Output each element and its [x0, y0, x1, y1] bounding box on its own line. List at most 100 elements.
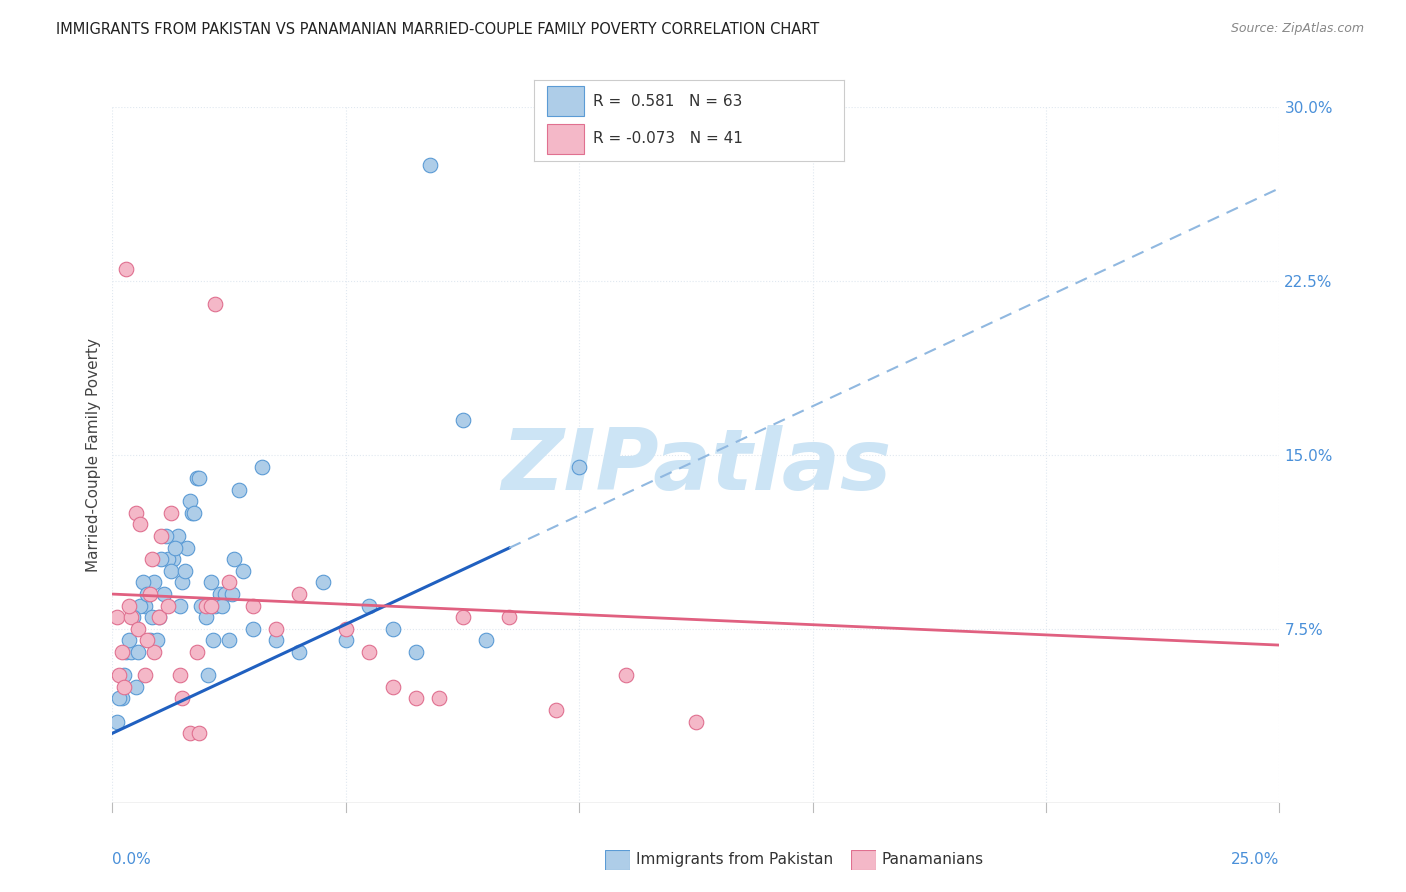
Point: [451, 413, 474, 427]
Point: [194, 599, 217, 613]
Point: [105, 610, 128, 624]
Point: [335, 633, 357, 648]
Point: [498, 610, 520, 624]
Point: [176, 541, 198, 555]
Point: [169, 599, 191, 613]
Point: [120, 645, 142, 659]
Point: [187, 726, 209, 740]
Point: [125, 506, 148, 520]
Point: [180, 506, 202, 520]
Point: [451, 610, 474, 624]
Point: [183, 506, 205, 520]
Point: [153, 587, 176, 601]
Point: [111, 645, 134, 659]
Point: [134, 599, 156, 613]
Point: [127, 622, 149, 636]
Text: R =  0.581   N = 63: R = 0.581 N = 63: [593, 94, 742, 109]
Point: [143, 645, 166, 659]
Point: [197, 668, 219, 682]
Point: [122, 610, 145, 624]
Point: [172, 691, 194, 706]
Point: [359, 645, 381, 659]
Point: [157, 599, 180, 613]
Point: [115, 645, 138, 659]
Text: Source: ZipAtlas.com: Source: ZipAtlas.com: [1230, 22, 1364, 36]
Point: [685, 714, 707, 729]
Point: [228, 483, 250, 497]
Point: [242, 622, 264, 636]
Point: [150, 552, 173, 566]
Text: IMMIGRANTS FROM PAKISTAN VS PANAMANIAN MARRIED-COUPLE FAMILY POVERTY CORRELATION: IMMIGRANTS FROM PAKISTAN VS PANAMANIAN M…: [56, 22, 820, 37]
Point: [568, 459, 591, 474]
Point: [214, 587, 236, 601]
Point: [157, 552, 180, 566]
Point: [208, 587, 231, 601]
Point: [160, 564, 183, 578]
Text: R = -0.073   N = 41: R = -0.073 N = 41: [593, 131, 742, 146]
Point: [172, 575, 194, 590]
Y-axis label: Married-Couple Family Poverty: Married-Couple Family Poverty: [86, 338, 101, 572]
Text: 25.0%: 25.0%: [1232, 852, 1279, 867]
Point: [125, 680, 148, 694]
Text: Immigrants from Pakistan: Immigrants from Pakistan: [636, 853, 832, 867]
Point: [475, 633, 498, 648]
Point: [288, 587, 311, 601]
Point: [405, 645, 427, 659]
Point: [186, 471, 208, 485]
Point: [139, 587, 162, 601]
Point: [614, 668, 637, 682]
Point: [108, 691, 131, 706]
Point: [201, 633, 224, 648]
Point: [200, 575, 222, 590]
Point: [405, 691, 427, 706]
Point: [190, 599, 212, 613]
Point: [129, 517, 152, 532]
Point: [311, 575, 333, 590]
Point: [427, 691, 450, 706]
Text: Panamanians: Panamanians: [882, 853, 984, 867]
Point: [141, 610, 163, 624]
Point: [136, 633, 159, 648]
Point: [105, 714, 128, 729]
Point: [136, 587, 159, 601]
Point: [221, 587, 243, 601]
Point: [118, 599, 141, 613]
Point: [160, 506, 183, 520]
Point: [146, 633, 169, 648]
Point: [250, 459, 273, 474]
Point: [211, 599, 233, 613]
Point: [118, 633, 141, 648]
Point: [381, 622, 404, 636]
Point: [419, 158, 441, 172]
Point: [148, 610, 170, 624]
Point: [108, 668, 131, 682]
Point: [120, 610, 142, 624]
Point: [141, 552, 163, 566]
Text: ZIPatlas: ZIPatlas: [501, 425, 891, 508]
Point: [288, 645, 311, 659]
Point: [218, 575, 240, 590]
Point: [155, 529, 177, 543]
Point: [115, 262, 138, 277]
Point: [204, 599, 226, 613]
Point: [264, 622, 287, 636]
Point: [143, 575, 166, 590]
Point: [186, 645, 208, 659]
Point: [381, 680, 404, 694]
Point: [112, 680, 135, 694]
Point: [148, 610, 170, 624]
Point: [335, 622, 357, 636]
Point: [139, 633, 162, 648]
Point: [169, 668, 191, 682]
Point: [242, 599, 264, 613]
Point: [150, 529, 173, 543]
Point: [173, 564, 195, 578]
Point: [187, 471, 209, 485]
Point: [222, 552, 245, 566]
Point: [127, 645, 149, 659]
Point: [194, 610, 217, 624]
Point: [132, 575, 155, 590]
Point: [179, 726, 201, 740]
Point: [544, 703, 567, 717]
Point: [204, 297, 226, 311]
